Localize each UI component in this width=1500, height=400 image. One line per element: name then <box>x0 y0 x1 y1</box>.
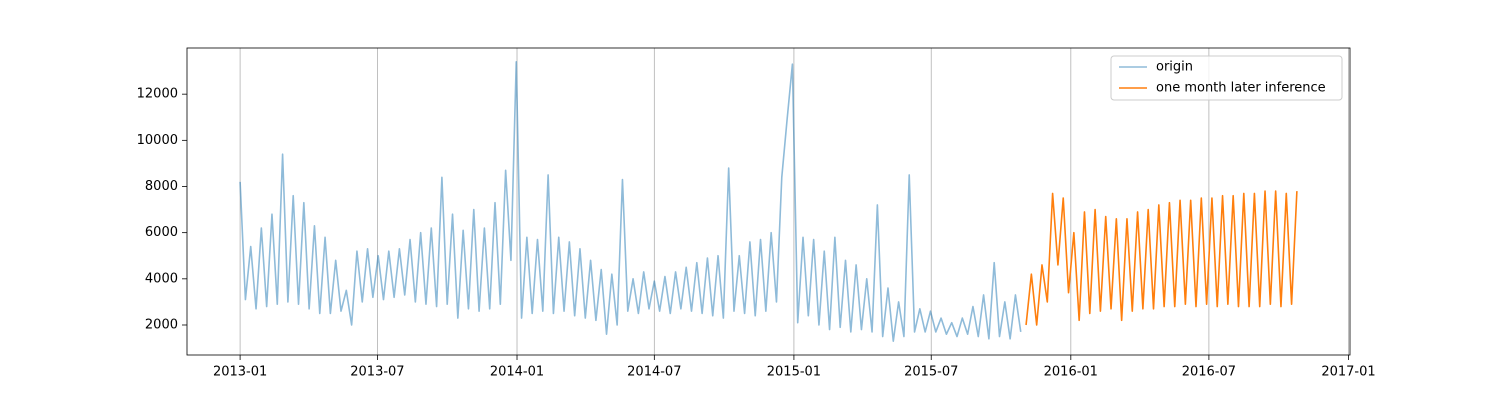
x-tick-label: 2015-07 <box>904 365 958 380</box>
legend-label: origin <box>1156 60 1193 75</box>
series-line <box>1025 190 1298 326</box>
x-tick-label: 2014-01 <box>490 365 544 380</box>
y-tick-label: 12000 <box>137 87 178 102</box>
x-tick-label: 2013-01 <box>213 365 267 380</box>
plot-frame <box>186 47 1351 356</box>
y-tick-label: 8000 <box>145 179 178 194</box>
series-line <box>239 61 1022 342</box>
x-tick-label: 2014-07 <box>627 365 681 380</box>
legend: origin one month later inference <box>1110 55 1343 101</box>
x-tick-label: 2015-01 <box>767 365 821 380</box>
x-tick-label: 2017-01 <box>1321 365 1375 380</box>
y-tick-label: 4000 <box>145 271 178 286</box>
x-tick-label: 2016-01 <box>1044 365 1098 380</box>
y-tick-label: 6000 <box>145 225 178 240</box>
y-tick-label: 10000 <box>137 133 178 148</box>
x-tick-label: 2013-07 <box>350 365 404 380</box>
x-tick-label: 2016-07 <box>1182 365 1236 380</box>
y-tick-label: 2000 <box>145 317 178 332</box>
legend-label: one month later inference <box>1156 81 1326 96</box>
legend-frame <box>1110 55 1343 101</box>
